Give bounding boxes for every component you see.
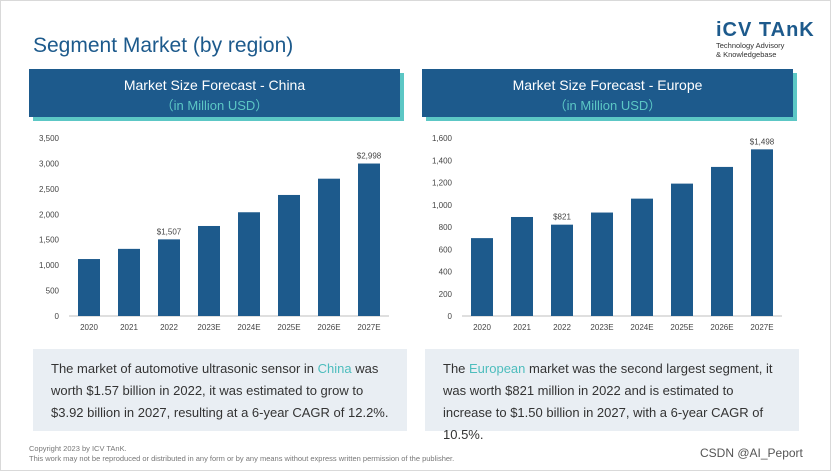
europe-y-tick-label: 200: [439, 290, 453, 299]
europe-x-tick-label: 2023E: [590, 323, 613, 332]
china-y-tick-label: 2,000: [39, 210, 60, 219]
china-bar: [78, 259, 100, 316]
copyright-footer: Copyright 2023 by ICV TAnK. This work ma…: [29, 444, 454, 464]
europe-y-tick-label: 1,000: [432, 201, 453, 210]
europe-bar: [711, 166, 733, 316]
europe-chart-title: Market Size Forecast - Europe: [512, 77, 703, 93]
europe-y-tick-label: 400: [439, 268, 453, 277]
china-bar-chart: 0 500 1,000 1,500 2,000 2,500 3,000 3,500 2020 20…: [39, 134, 389, 332]
europe-bar: [551, 224, 573, 316]
china-y-tick-label: 3,000: [39, 159, 60, 168]
europe-y-tick-label: 1,600: [432, 134, 453, 143]
china-desc-text-1: The market of automotive ultrasonic sens…: [51, 361, 318, 376]
europe-x-tick-label: 2020: [473, 323, 491, 332]
logo-tagline-2: & Knowledgebase: [716, 50, 777, 59]
europe-x-tick-label: 2022: [553, 323, 571, 332]
china-bar: [238, 212, 260, 316]
europe-y-tick-label: 0: [448, 312, 453, 321]
china-y-tick-label: 1,000: [39, 261, 60, 270]
europe-bar: [671, 183, 693, 316]
europe-bar: [751, 149, 773, 316]
china-bar: [318, 178, 340, 316]
china-y-tick-label: 1,500: [39, 236, 60, 245]
china-description: The market of automotive ultrasonic sens…: [33, 349, 407, 431]
europe-data-label: $821: [553, 213, 571, 222]
europe-x-tick-label: 2026E: [710, 323, 733, 332]
china-bar: [358, 163, 380, 316]
europe-bar: [591, 212, 613, 316]
page-title: Segment Market (by region): [33, 34, 294, 57]
europe-chart-subtitle: （in Million USD）: [553, 98, 662, 113]
china-y-tick-label: 500: [46, 287, 60, 296]
europe-panel-header: Market Size Forecast - Europe （in Millio…: [422, 69, 793, 117]
europe-bar-chart: 0 200 400 600 800 1,000 1,200 1,400 1,600 2020 202…: [432, 134, 782, 332]
china-x-tick-label: 2023E: [197, 323, 220, 332]
europe-bar: [471, 238, 493, 316]
china-bar: [278, 194, 300, 316]
europe-y-tick-label: 600: [439, 245, 453, 254]
china-x-tick-label: 2027E: [357, 323, 380, 332]
china-y-tick-label: 3,500: [39, 134, 60, 143]
china-data-label: $1,507: [157, 227, 182, 236]
europe-desc-text-1: The: [443, 361, 470, 376]
copyright-line: Copyright 2023 by ICV TAnK.: [29, 444, 127, 453]
europe-x-tick-label: 2027E: [750, 323, 773, 332]
china-chart-subtitle: （in Million USD）: [160, 98, 269, 113]
europe-bar: [511, 216, 533, 316]
europe-x-tick-label: 2025E: [670, 323, 693, 332]
europe-y-tick-label: 800: [439, 223, 453, 232]
china-x-tick-label: 2026E: [317, 323, 340, 332]
europe-data-label: $1,498: [750, 137, 775, 146]
logo-tagline-1: Technology Advisory: [716, 41, 785, 50]
europe-y-tick-label: 1,200: [432, 179, 453, 188]
europe-x-tick-label: 2021: [513, 323, 531, 332]
china-chart-title: Market Size Forecast - China: [123, 77, 306, 93]
brand-logo: iCV TAnK Technology Advisory & Knowledge…: [716, 19, 816, 59]
china-desc-highlight: China: [317, 361, 352, 376]
china-bar: [158, 239, 180, 316]
watermark: CSDN @AI_Peport: [700, 446, 803, 460]
europe-desc-text-2: market was the second largest segment, i…: [443, 361, 773, 442]
europe-bar: [631, 198, 653, 316]
europe-desc-highlight: European: [469, 361, 526, 376]
china-y-tick-label: 2,500: [39, 185, 60, 194]
europe-y-tick-label: 1,400: [432, 156, 453, 165]
europe-description: The European market was the second large…: [425, 349, 799, 442]
china-bar: [198, 225, 220, 316]
china-x-tick-label: 2020: [80, 323, 98, 332]
china-x-tick-label: 2025E: [277, 323, 300, 332]
disclaimer-line: This work may not be reproduced or distr…: [29, 454, 455, 463]
china-x-tick-label: 2021: [120, 323, 138, 332]
china-panel-header: Market Size Forecast - China （in Million…: [29, 69, 400, 117]
europe-x-tick-label: 2024E: [630, 323, 653, 332]
china-data-label: $2,998: [357, 152, 382, 161]
china-y-tick-label: 0: [55, 312, 60, 321]
china-x-tick-label: 2022: [160, 323, 178, 332]
china-bar: [118, 248, 140, 316]
china-x-tick-label: 2024E: [237, 323, 260, 332]
logo-name: iCV TAnK: [716, 19, 815, 41]
china-desc-text-2: was worth $1.57 billion in 2022, it was …: [51, 361, 389, 420]
